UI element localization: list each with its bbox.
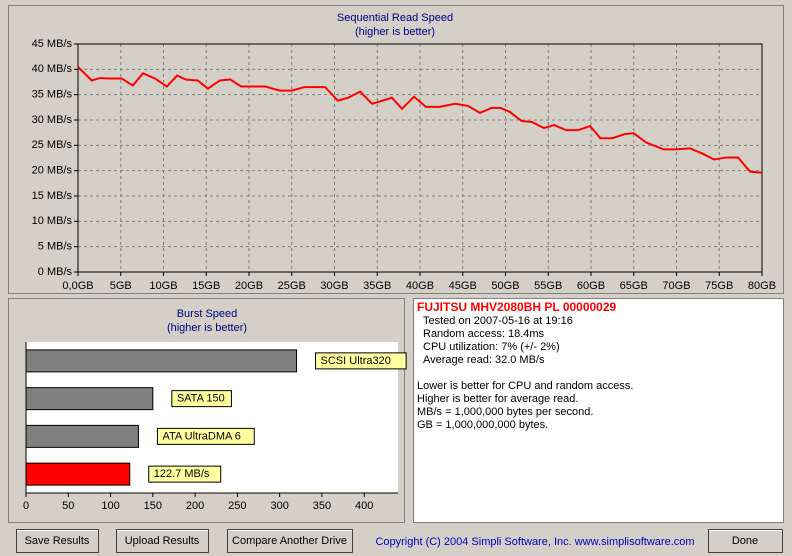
bar-label: ATA UltraDMA 6: [162, 430, 240, 442]
y-tick-label: 20 MB/s: [32, 165, 73, 177]
button-label[interactable]: Done: [732, 535, 758, 547]
bar-label: SATA 150: [177, 393, 225, 405]
x-tick-label: 75GB: [705, 280, 733, 292]
x-tick-label: 0: [23, 500, 29, 512]
info-line: Average read: 32.0 MB/s: [423, 354, 545, 366]
y-tick-label: 40 MB/s: [32, 63, 73, 75]
x-tick-label: 400: [355, 500, 373, 512]
info-note: Lower is better for CPU and random acces…: [417, 380, 633, 392]
y-tick-label: 10 MB/s: [32, 215, 73, 227]
button-label[interactable]: Save Results: [25, 535, 90, 547]
x-tick-label: 35GB: [363, 280, 391, 292]
read-line: [77, 66, 763, 174]
info-panel: [413, 298, 784, 523]
label-box: [315, 352, 407, 370]
copyright: Copyright (C) 2004 Simpli Software, Inc.…: [375, 536, 694, 548]
x-tick-label: 40GB: [406, 280, 434, 292]
drive-name: FUJITSU MHV2080BH PL 00000029: [417, 300, 617, 314]
x-tick-label: 5GB: [110, 280, 132, 292]
label-box: [148, 465, 222, 483]
x-tick-label: 45GB: [449, 280, 477, 292]
label-box: [156, 427, 255, 445]
button[interactable]: [116, 529, 209, 553]
x-tick-label: 55GB: [534, 280, 562, 292]
plot-border: [77, 43, 763, 273]
x-tick-label: 20GB: [235, 280, 263, 292]
info-line: Tested on 2007-05-16 at 19:16: [423, 315, 573, 327]
label-box: [171, 390, 232, 408]
x-tick-label: 200: [186, 500, 204, 512]
read-subtitle: (higher is better): [355, 26, 435, 38]
burst-title: Burst Speed: [177, 308, 238, 320]
burst-bar: [25, 424, 139, 448]
y-tick-label: 15 MB/s: [32, 190, 73, 202]
x-tick-label: 65GB: [620, 280, 648, 292]
info-line: CPU utilization: 7% (+/- 2%): [423, 341, 560, 353]
button[interactable]: [708, 529, 783, 553]
burst-bar: [25, 462, 131, 486]
x-tick-label: 25GB: [278, 280, 306, 292]
x-tick-label: 15GB: [192, 280, 220, 292]
x-tick-label: 10GB: [149, 280, 177, 292]
button[interactable]: [16, 529, 99, 553]
y-tick-label: 35 MB/s: [32, 89, 73, 101]
x-tick-label: 50: [62, 500, 74, 512]
info-note: GB = 1,000,000,000 bytes.: [417, 419, 548, 431]
x-tick-label: 300: [270, 500, 288, 512]
burst-subtitle: (higher is better): [167, 322, 247, 334]
burst-bar: [25, 349, 298, 373]
info-line: Random access: 18.4ms: [423, 328, 545, 340]
y-tick-label: 30 MB/s: [32, 114, 73, 126]
button[interactable]: [227, 529, 353, 553]
info-note: MB/s = 1,000,000 bytes per second.: [417, 406, 593, 418]
bar-label: 122.7 MB/s: [154, 468, 210, 480]
x-tick-label: 250: [228, 500, 246, 512]
y-tick-label: 0 MB/s: [38, 266, 73, 278]
y-tick-label: 5 MB/s: [38, 241, 73, 253]
y-tick-label: 45 MB/s: [32, 38, 73, 50]
info-note: Higher is better for average read.: [417, 393, 578, 405]
button-label[interactable]: Compare Another Drive: [232, 535, 347, 547]
y-tick-label: 25 MB/s: [32, 139, 73, 151]
x-tick-label: 100: [101, 500, 119, 512]
x-tick-label: 350: [313, 500, 331, 512]
read-title: Sequential Read Speed: [337, 12, 453, 24]
x-tick-label: 60GB: [577, 280, 605, 292]
x-tick-label: 150: [144, 500, 162, 512]
x-tick-label: 70GB: [662, 280, 690, 292]
bar-label: SCSI Ultra320: [321, 355, 391, 367]
x-tick-label: 80GB: [748, 280, 776, 292]
x-tick-label: 30GB: [320, 280, 348, 292]
x-tick-label: 50GB: [491, 280, 519, 292]
x-tick-label: 0,0GB: [62, 280, 93, 292]
burst-bar: [25, 387, 154, 411]
button-label[interactable]: Upload Results: [125, 535, 200, 547]
